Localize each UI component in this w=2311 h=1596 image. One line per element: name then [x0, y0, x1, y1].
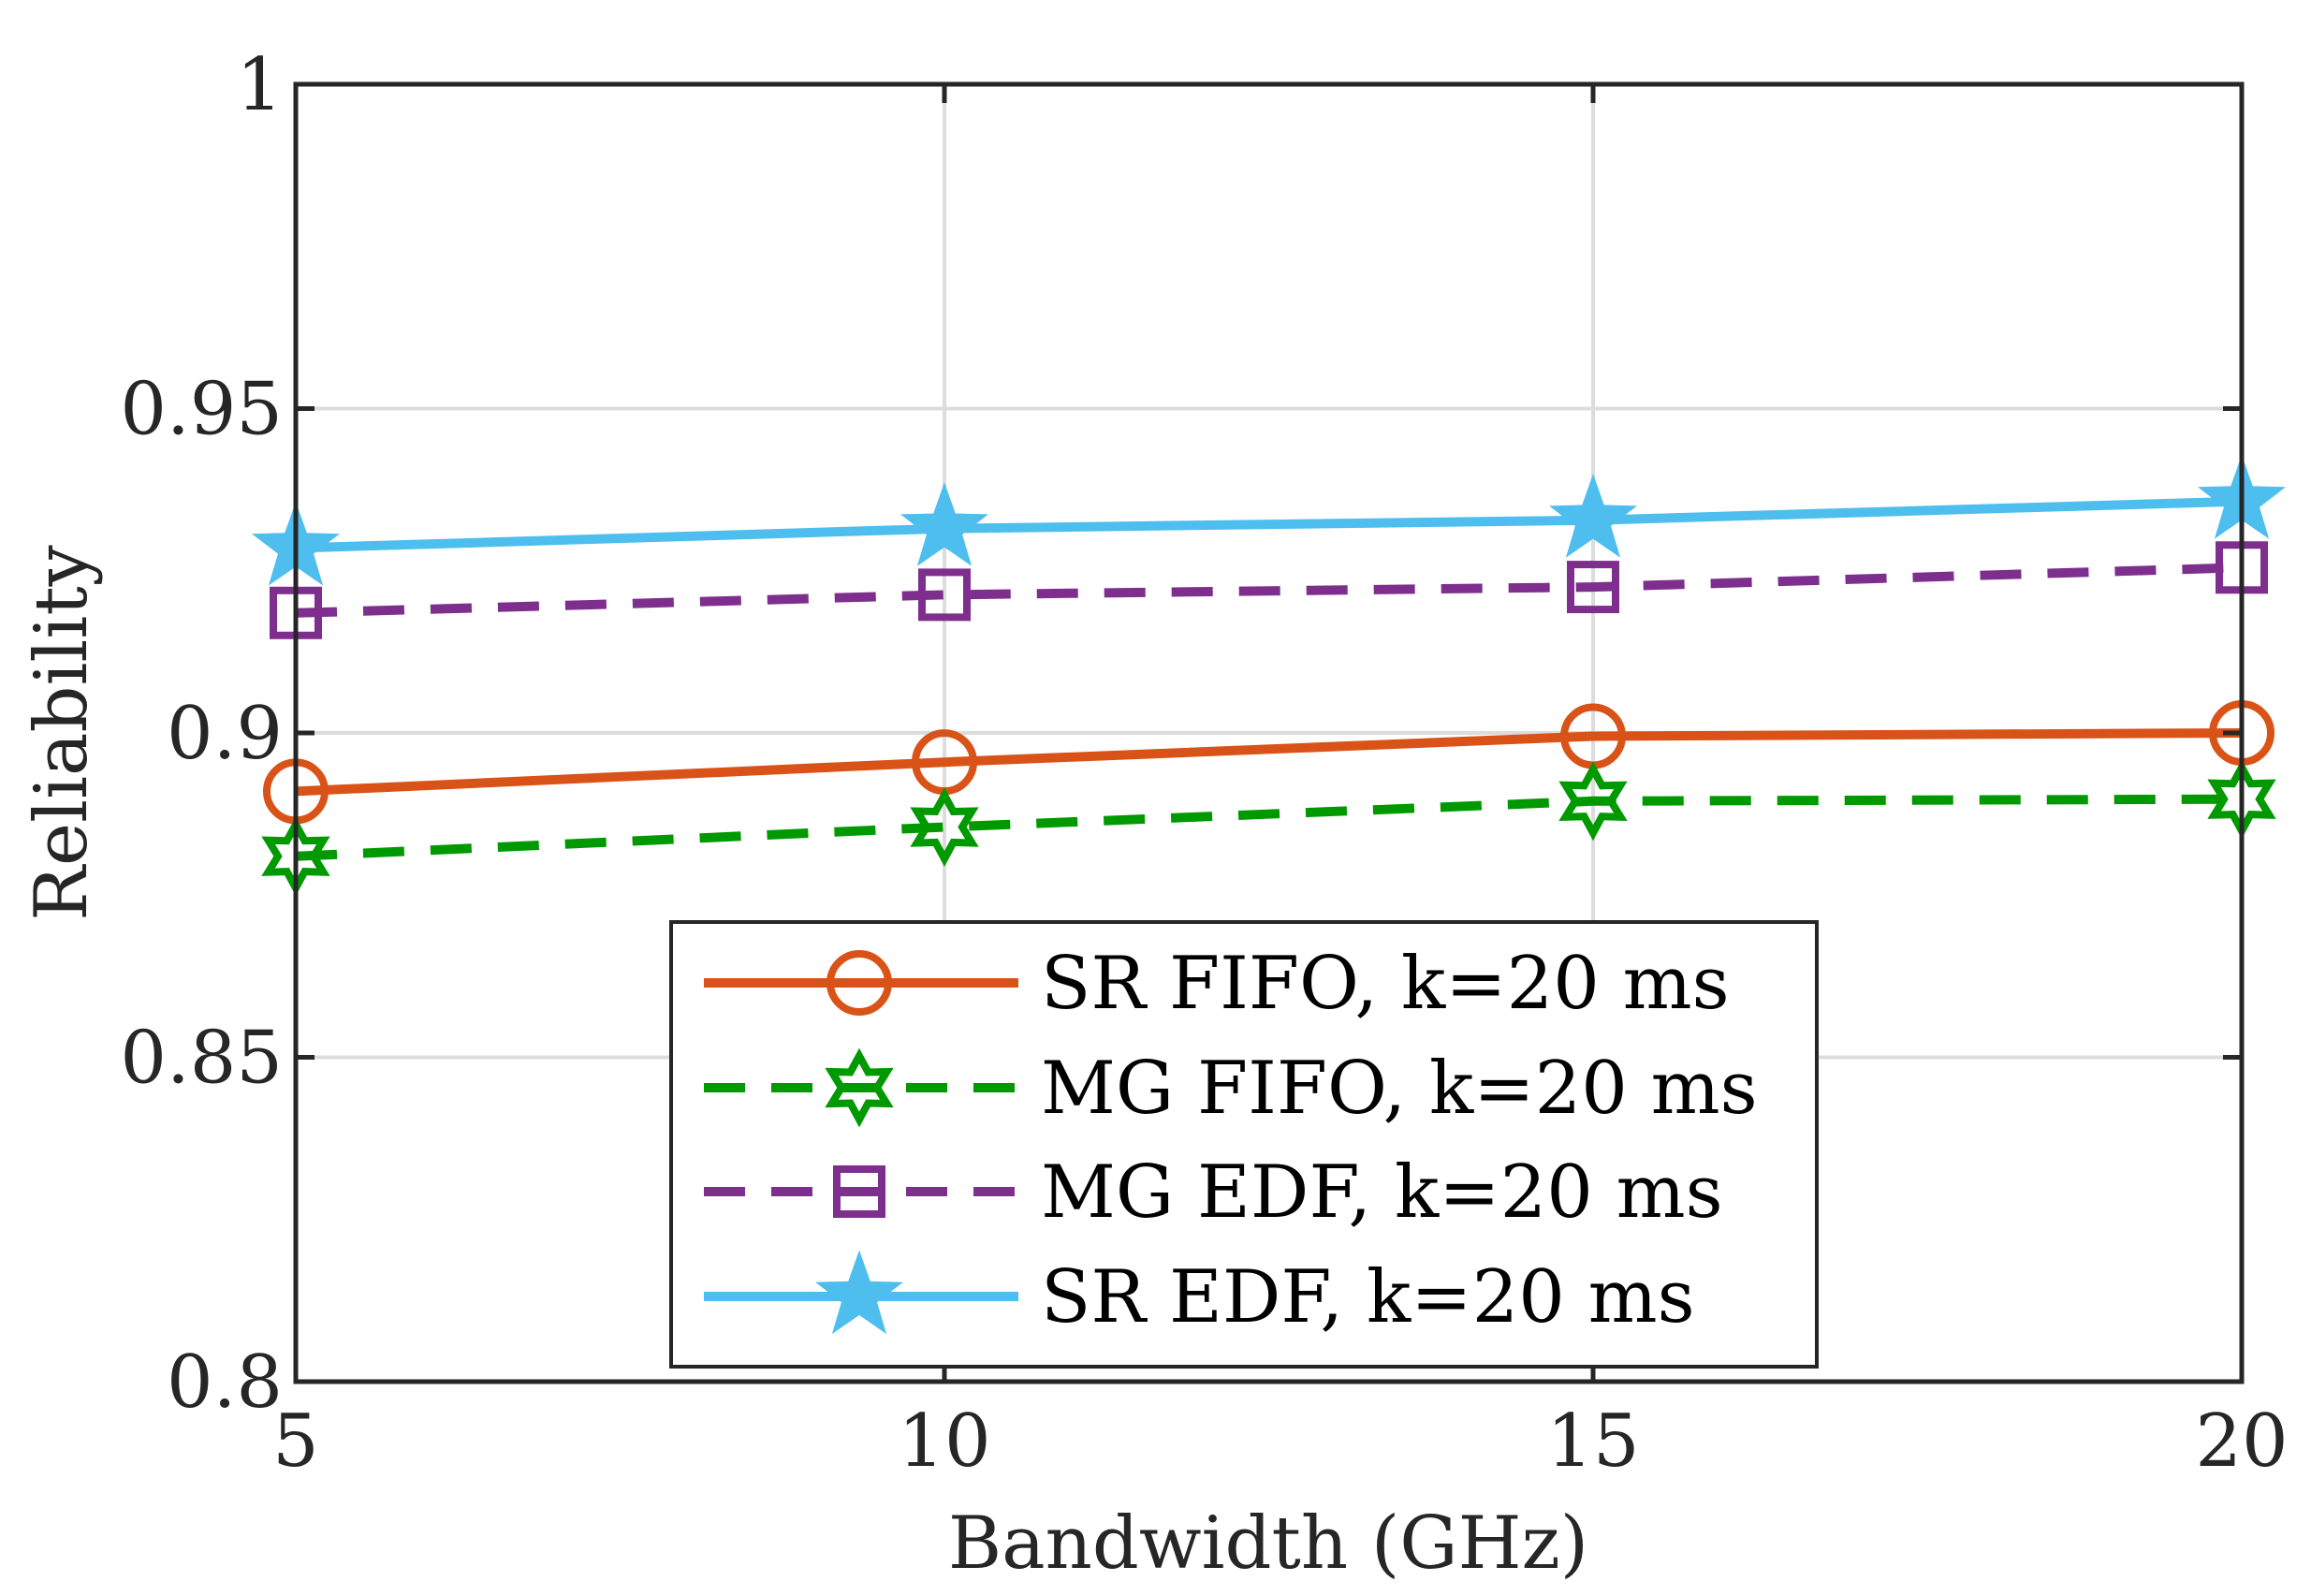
- x-tick-label: 20: [2195, 1399, 2288, 1484]
- data-point-marker: [1548, 474, 1638, 558]
- series-line: [295, 496, 2243, 553]
- legend-marker: [833, 1165, 885, 1218]
- legend-entry: SR FIFO, k=20 ms: [704, 942, 1730, 1026]
- legend-entry: SR EDF, k=20 ms: [704, 1250, 1695, 1340]
- x-tick-label: 10: [898, 1399, 990, 1484]
- tick-labels: 5 10 15 20 0.8 0.85 0.9 0.95 1: [120, 43, 2288, 1484]
- y-axis-label: Reliability: [20, 545, 104, 920]
- data-point-marker: [1558, 761, 1628, 842]
- series-2: [270, 541, 2268, 639]
- y-tick-label: 0.95: [120, 368, 283, 452]
- y-tick-label: 0.9: [167, 692, 283, 776]
- legend-marker: [825, 1047, 894, 1128]
- x-tick-label: 5: [272, 1399, 319, 1484]
- y-tick-label: 0.8: [167, 1340, 283, 1425]
- legend-label: SR FIFO, k=20 ms: [1041, 942, 1730, 1026]
- series-line: [295, 728, 2243, 797]
- legend-entry: MG FIFO, k=20 ms: [704, 1047, 1758, 1131]
- y-tick-label: 1: [236, 43, 283, 127]
- legend-marker: [815, 1250, 903, 1335]
- legend-marker: [826, 950, 892, 1016]
- axis-ticks: [293, 81, 2245, 1384]
- series-line: [295, 794, 2243, 861]
- data-point-marker: [918, 568, 971, 622]
- data-point-marker: [1567, 561, 1619, 614]
- x-tick-label: 15: [1546, 1399, 1639, 1484]
- legend-entry: MG EDF, k=20 ms: [704, 1150, 1723, 1235]
- legend: SR FIFO, k=20 ms MG FIFO, k=20 ms MG EDF, …: [669, 920, 1819, 1369]
- y-tick-label: 0.85: [120, 1017, 283, 1101]
- series-line: [295, 563, 2243, 618]
- x-axis-label: Bandwidth (GHz): [948, 1501, 1588, 1586]
- legend-label: MG FIFO, k=20 ms: [1041, 1047, 1758, 1131]
- series-layer: [251, 455, 2286, 897]
- data-point-marker: [910, 787, 979, 867]
- legend-label: SR EDF, k=20 ms: [1041, 1255, 1695, 1340]
- data-point-marker: [900, 482, 989, 566]
- legend-label: MG EDF, k=20 ms: [1041, 1150, 1723, 1235]
